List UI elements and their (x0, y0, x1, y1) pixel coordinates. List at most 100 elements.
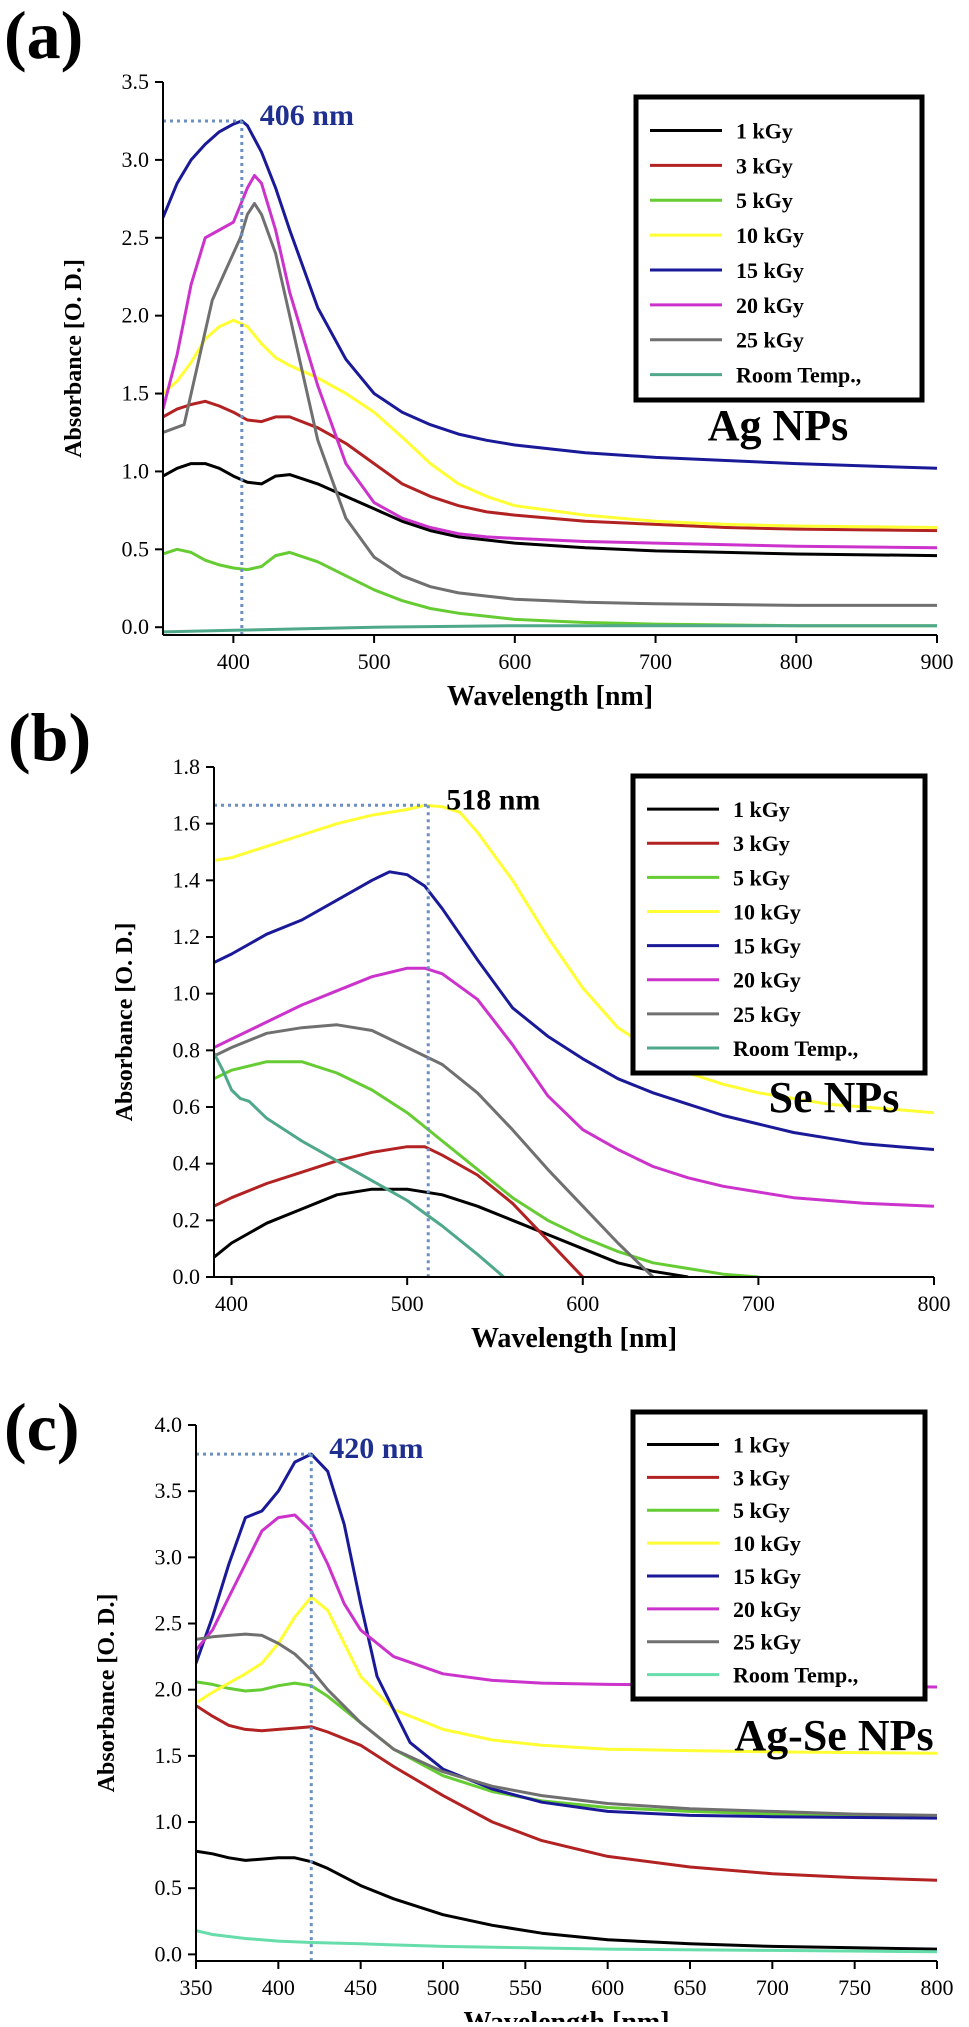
chart-panel-2: (b) 518 nm 400 500 600 700 800 0.0 0.2 0.4 0.6 0.8 1… (8, 699, 951, 1354)
legend-entry: 20 kGy (733, 1597, 801, 1622)
y-tick-label: 1.5 (122, 381, 150, 406)
peak-label: 420 nm (329, 1432, 423, 1465)
x-axis-label: Wavelength [nm] (471, 1323, 677, 1354)
legend-entry: 5 kGy (733, 865, 790, 890)
peak-label: 518 nm (446, 783, 540, 816)
legend-entry: 1 kGy (733, 1432, 790, 1457)
product-label: Se NPs (769, 1073, 900, 1122)
series-line (163, 462, 937, 558)
x-tick-label: 700 (639, 649, 672, 674)
series-line (196, 1849, 937, 1951)
legend-entry: 3 kGy (733, 831, 790, 856)
series-line (163, 547, 937, 628)
series-line (214, 1060, 759, 1277)
series-line (196, 1704, 937, 1882)
y-tick-label: 1.6 (173, 811, 201, 836)
x-tick-label: 600 (591, 1975, 624, 2000)
y-tick-label: 3.5 (155, 1478, 183, 1503)
series-line (196, 1452, 937, 1820)
y-tick-label: 3.0 (155, 1544, 183, 1569)
series-line (163, 399, 937, 533)
y-tick-label: 2.0 (122, 303, 150, 328)
x-tick-label: 900 (921, 649, 954, 674)
x-tick-label: 600 (566, 1291, 599, 1316)
series-line (196, 1513, 937, 1689)
legend-entry: 1 kGy (733, 797, 790, 822)
legend-entry: Room Temp., (733, 1036, 858, 1061)
x-tick-label: 400 (262, 1975, 295, 2000)
x-axis-label: Wavelength [nm] (447, 681, 653, 712)
x-tick-label: 750 (838, 1975, 871, 2000)
y-tick-label: 0.0 (122, 614, 150, 639)
x-tick-label: 500 (391, 1291, 424, 1316)
legend-entry: 15 kGy (736, 258, 804, 283)
x-tick-label: 400 (215, 1291, 248, 1316)
legend-box (633, 94, 925, 403)
chart-panel-3: (c) 420 nm 350 400 450 500 550 600 650 700 750 800 0… (4, 1389, 954, 2027)
y-tick-label: 1.5 (155, 1743, 183, 1768)
legend-entry: 3 kGy (733, 1465, 790, 1490)
series-line (163, 318, 937, 529)
series-line (214, 966, 934, 1208)
series-line (214, 870, 934, 1151)
series-line (196, 1929, 937, 1954)
legend-entry: 20 kGy (736, 293, 804, 318)
series-line (214, 803, 934, 1115)
panel-label: (c) (4, 1389, 79, 1465)
legend-entry: 10 kGy (736, 223, 804, 248)
y-tick-label: 0.4 (173, 1151, 201, 1176)
y-tick-label: 0.8 (173, 1037, 201, 1062)
series-line (214, 1052, 505, 1277)
y-tick-label: 1.0 (173, 981, 201, 1006)
y-tick-label: 3.0 (122, 147, 150, 172)
chart-panel-1: (a) 406 nm 400 500 600 700 800 900 0.0 0.5 1.0 1.5 2… (4, 0, 954, 712)
legend-entry: 10 kGy (733, 899, 801, 924)
legend-entry: 25 kGy (736, 328, 804, 353)
series-line (214, 1187, 689, 1277)
y-tick-label: 0.0 (155, 1941, 183, 1966)
x-tick-label: 600 (498, 649, 531, 674)
legend-entry: Room Temp., (736, 363, 861, 388)
x-tick-label: 550 (509, 1975, 542, 2000)
legend-entry: 20 kGy (733, 968, 801, 993)
legend-entry: Room Temp., (733, 1663, 858, 1688)
x-tick-label: 500 (427, 1975, 460, 2000)
legend: 1 kGy 3 kGy 5 kGy 10 kGy 15 kGy 20 kGy 25 kGy R… (630, 773, 928, 1076)
y-tick-label: 3.5 (122, 69, 150, 94)
y-tick-label: 4.0 (155, 1412, 183, 1437)
peak-label: 406 nm (260, 99, 354, 132)
legend-box (630, 1409, 928, 1702)
y-tick-label: 1.2 (173, 924, 201, 949)
x-tick-label: 700 (756, 1975, 789, 2000)
legend-entry: 5 kGy (733, 1498, 790, 1523)
x-tick-label: 800 (918, 1291, 951, 1316)
y-tick-label: 1.0 (155, 1809, 183, 1834)
legend: 1 kGy 3 kGy 5 kGy 10 kGy 15 kGy 20 kGy 25 kGy R… (630, 1409, 928, 1702)
legend-entry: 15 kGy (733, 1564, 801, 1589)
legend-entry: 3 kGy (736, 153, 793, 178)
y-tick-label: 2.5 (122, 225, 150, 250)
y-tick-label: 1.4 (173, 867, 201, 892)
legend-entry: 25 kGy (733, 1630, 801, 1655)
legend-entry: 10 kGy (733, 1531, 801, 1556)
x-tick-label: 800 (780, 649, 813, 674)
legend-box (630, 773, 928, 1076)
y-axis-label: Absorbance [O. D.] (112, 923, 138, 1122)
x-tick-label: 350 (180, 1975, 213, 2000)
series-line (163, 174, 937, 550)
y-tick-label: 0.5 (122, 536, 150, 561)
x-tick-label: 450 (344, 1975, 377, 2000)
series-line (163, 624, 937, 634)
y-axis-label: Absorbance [O. D.] (61, 259, 87, 458)
x-tick-label: 400 (217, 649, 250, 674)
series-line (214, 1023, 655, 1277)
y-tick-label: 2.0 (155, 1677, 183, 1702)
panel-label: (a) (4, 0, 83, 73)
x-tick-label: 700 (742, 1291, 775, 1316)
legend-entry: 15 kGy (733, 934, 801, 959)
x-tick-label: 500 (358, 649, 391, 674)
y-tick-label: 1.0 (122, 458, 150, 483)
x-axis-label: Wavelength [nm] (463, 2007, 669, 2022)
